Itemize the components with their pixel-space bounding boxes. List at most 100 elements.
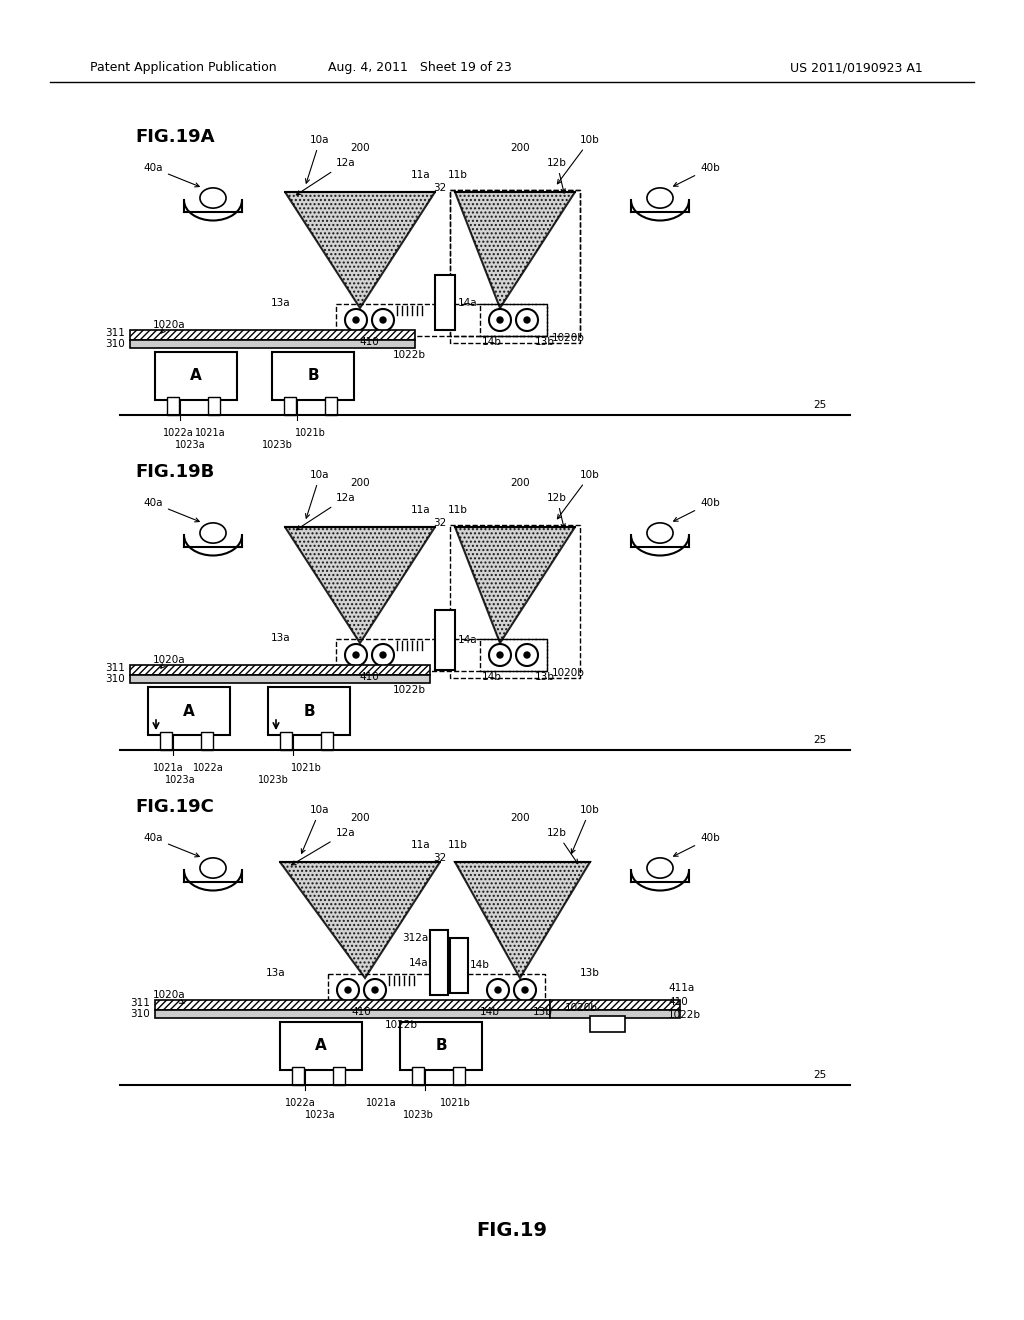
Text: 13b: 13b [535, 337, 555, 347]
Text: 11a: 11a [411, 170, 430, 180]
Text: 11a: 11a [411, 840, 430, 850]
Text: 1020a: 1020a [153, 319, 185, 333]
Text: 311: 311 [105, 327, 125, 338]
Text: 410: 410 [351, 1007, 371, 1016]
Circle shape [337, 979, 359, 1001]
Text: 1022b: 1022b [393, 685, 426, 696]
Ellipse shape [200, 187, 226, 209]
Text: 10a: 10a [305, 135, 330, 183]
Circle shape [495, 987, 501, 993]
Text: 1021a: 1021a [195, 428, 225, 438]
Text: 1022b: 1022b [385, 1020, 418, 1030]
Circle shape [380, 652, 386, 657]
Text: 1020b: 1020b [552, 668, 585, 678]
Bar [336, 639, 547, 671]
Bar [281, 733, 292, 750]
Text: 13b: 13b [534, 1007, 553, 1016]
Text: 14a: 14a [458, 297, 477, 308]
Text: 12b: 12b [547, 492, 567, 528]
Bar [450, 190, 580, 343]
Bar [413, 1067, 424, 1085]
Polygon shape [455, 527, 575, 643]
Text: 14b: 14b [480, 1007, 500, 1016]
Circle shape [497, 317, 503, 323]
Text: 1020b: 1020b [552, 333, 585, 343]
Circle shape [364, 979, 386, 1001]
Bar [450, 939, 468, 993]
Circle shape [345, 309, 367, 331]
Text: 13a: 13a [270, 298, 290, 308]
Text: 1021a: 1021a [366, 1098, 396, 1107]
Circle shape [524, 652, 530, 657]
Text: 14b: 14b [482, 337, 502, 347]
Bar [130, 675, 430, 682]
Bar [202, 733, 213, 750]
Text: FIG.19B: FIG.19B [135, 463, 214, 480]
Bar [130, 330, 415, 341]
Text: FIG.19C: FIG.19C [135, 799, 214, 816]
Bar [292, 1067, 304, 1085]
Circle shape [489, 644, 511, 667]
Text: 11a: 11a [411, 506, 430, 515]
Bar [326, 397, 337, 414]
Circle shape [353, 652, 359, 657]
Text: 12a: 12a [292, 828, 355, 865]
Text: 410: 410 [359, 337, 379, 347]
Bar [130, 665, 430, 675]
Text: 310: 310 [105, 675, 125, 684]
Text: B: B [435, 1039, 446, 1053]
Text: 1022a: 1022a [285, 1098, 315, 1107]
Ellipse shape [647, 523, 673, 543]
Bar [400, 1022, 482, 1071]
Text: 14a: 14a [409, 957, 428, 968]
Bar [268, 686, 350, 735]
Bar [336, 304, 547, 337]
Text: 1023b: 1023b [402, 1110, 433, 1119]
Text: 10b: 10b [557, 135, 600, 183]
Text: 1023a: 1023a [165, 775, 196, 785]
Text: 14b: 14b [470, 961, 489, 970]
Text: 13b: 13b [580, 968, 600, 978]
Text: 1023b: 1023b [261, 440, 293, 450]
Text: 13b: 13b [535, 672, 555, 682]
Bar [272, 352, 354, 400]
Text: 311: 311 [105, 663, 125, 673]
Text: 311: 311 [130, 998, 150, 1008]
Text: 40a: 40a [143, 833, 200, 857]
Bar [328, 974, 545, 1006]
Text: 411a: 411a [668, 983, 694, 993]
Text: 11b: 11b [449, 840, 468, 850]
Bar [333, 1067, 345, 1085]
Text: 12b: 12b [547, 158, 567, 193]
Bar [155, 1010, 550, 1018]
Text: 1020a: 1020a [153, 990, 185, 1003]
Text: 40b: 40b [674, 498, 720, 521]
Text: 12a: 12a [296, 158, 355, 195]
Bar [590, 1016, 625, 1032]
Text: 1022b: 1022b [393, 350, 426, 360]
Bar [130, 341, 415, 348]
Text: 200: 200 [350, 813, 370, 822]
Circle shape [489, 309, 511, 331]
Bar [285, 397, 296, 414]
Text: 1022b: 1022b [668, 1010, 701, 1020]
Circle shape [372, 644, 394, 667]
Text: 200: 200 [510, 143, 529, 153]
Polygon shape [280, 862, 440, 978]
Bar [430, 931, 449, 995]
Circle shape [514, 979, 536, 1001]
Text: 200: 200 [350, 478, 370, 488]
Text: A: A [183, 704, 195, 718]
Circle shape [353, 317, 359, 323]
Text: US 2011/0190923 A1: US 2011/0190923 A1 [790, 62, 923, 74]
Text: 10a: 10a [305, 470, 330, 519]
Text: 25: 25 [813, 1071, 826, 1080]
Text: 11b: 11b [449, 170, 468, 180]
Ellipse shape [200, 858, 226, 878]
Bar [161, 733, 172, 750]
Bar [155, 352, 237, 400]
Circle shape [345, 987, 351, 993]
Text: 1021b: 1021b [291, 763, 322, 774]
Text: 10b: 10b [557, 470, 600, 519]
Circle shape [345, 644, 367, 667]
